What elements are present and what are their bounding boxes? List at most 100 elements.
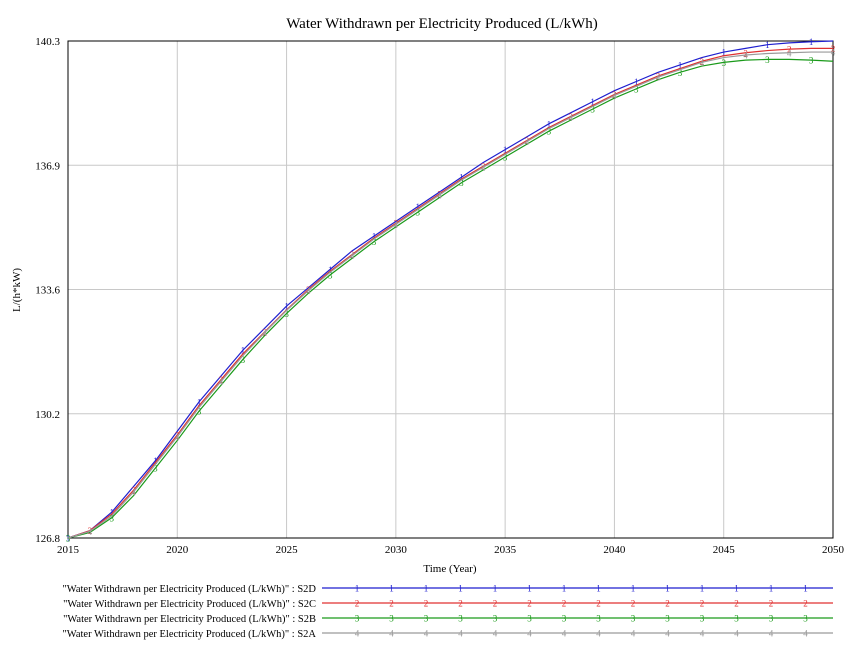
x-axis-label: Time (Year)	[423, 563, 477, 575]
legend-marker: 3	[631, 614, 636, 624]
legend-marker: 4	[562, 629, 567, 639]
legend-marker: 2	[734, 599, 739, 609]
series-marker: 4	[88, 527, 93, 537]
series-marker: 2	[743, 48, 748, 58]
series-marker: 2	[131, 486, 136, 496]
series-marker: 3	[153, 464, 158, 474]
legend-marker: 1	[734, 584, 739, 594]
series-marker: 3	[459, 178, 464, 188]
series-line	[67, 51, 833, 539]
legend-marker: 2	[493, 599, 498, 609]
series-marker: 4	[525, 137, 530, 147]
series-marker: 1	[809, 37, 814, 47]
series-line	[67, 58, 834, 539]
legend-marker: 3	[389, 614, 394, 624]
series-marker: 1	[459, 173, 464, 183]
legend-marker: 2	[355, 599, 360, 609]
series-marker: 3	[765, 55, 770, 65]
series-marker: 3	[721, 58, 726, 68]
legend-marker: 3	[562, 614, 567, 624]
legend-marker: 2	[803, 599, 808, 609]
series-marker: 4	[568, 113, 573, 123]
legend-marker: 2	[665, 599, 670, 609]
series-marker: 3	[415, 208, 420, 218]
legend-marker: 3	[493, 614, 498, 624]
series-marker: 3	[372, 237, 377, 247]
series-marker: 1	[590, 97, 595, 107]
series-marker: 1	[66, 534, 71, 544]
series-marker: 4	[656, 73, 661, 83]
legend-marker: 1	[493, 584, 498, 594]
series-marker: 4	[481, 163, 486, 173]
legend-marker: 4	[631, 629, 636, 639]
y-tick-label: 133.6	[35, 285, 60, 297]
series-marker: 1	[634, 77, 639, 87]
legend-marker: 4	[389, 629, 394, 639]
series-marker: 2	[175, 430, 180, 440]
x-tick-label: 2015	[57, 544, 80, 556]
legend-marker: 4	[769, 629, 774, 639]
legend-marker: 2	[700, 599, 705, 609]
series-marker: 1	[153, 456, 158, 466]
legend-marker: 3	[734, 614, 739, 624]
series-marker: 1	[372, 232, 377, 242]
series-marker: 1	[503, 145, 508, 155]
legend-label: "Water Withdrawn per Electricity Produce…	[63, 614, 316, 625]
legend-marker: 4	[458, 629, 463, 639]
legend-label: "Water Withdrawn per Electricity Produce…	[63, 599, 316, 610]
legend-marker: 2	[458, 599, 463, 609]
series-marker: 4	[787, 48, 792, 58]
y-tick-label: 136.9	[35, 160, 60, 172]
legend-marker: 4	[734, 629, 739, 639]
series-marker: 4	[175, 432, 180, 442]
series-marker: 4	[262, 328, 267, 338]
series-marker: 4	[394, 220, 399, 230]
series-marker: 4	[700, 58, 705, 68]
legend-marker: 4	[665, 629, 670, 639]
y-axis-label: L/(h*kW)	[11, 268, 23, 312]
tick-layer: 2015 2020 2025 2030 2035 2040 2045 2050 140.3 136…	[35, 36, 844, 556]
legend: "Water Withdrawn per Electricity Produce…	[63, 584, 833, 640]
series-marker: 1	[547, 119, 552, 129]
plot-frame	[67, 40, 834, 539]
legend-marker: 4	[355, 629, 360, 639]
x-tick-label: 2030	[385, 544, 408, 556]
legend-marker: 3	[803, 614, 808, 624]
legend-marker: 2	[527, 599, 532, 609]
legend-marker: 4	[424, 629, 429, 639]
legend-marker: 2	[769, 599, 774, 609]
series-line	[67, 47, 833, 539]
series-marker: 3	[328, 270, 333, 280]
legend-marker: 4	[700, 629, 705, 639]
series-marker: 3	[284, 309, 289, 319]
x-tick-label: 2050	[822, 544, 845, 556]
legend-marker: 1	[424, 584, 429, 594]
series-marker: 1	[284, 302, 289, 312]
legend-marker: 4	[527, 629, 532, 639]
grid-layer	[68, 41, 833, 538]
x-tick-label: 2020	[166, 544, 189, 556]
series-marker: 4	[612, 91, 617, 101]
legend-marker: 1	[631, 584, 636, 594]
legend-marker: 4	[596, 629, 601, 639]
legend-marker: 2	[631, 599, 636, 609]
legend-marker: 4	[803, 629, 808, 639]
series-marker: 3	[109, 513, 114, 523]
legend-label: "Water Withdrawn per Electricity Produce…	[63, 629, 317, 640]
series-marker: 1	[109, 508, 114, 518]
series-marker: 3	[547, 127, 552, 137]
y-tick-label: 130.2	[35, 409, 60, 421]
series-marker: 3	[634, 84, 639, 94]
series-marker: 3	[197, 406, 202, 416]
series-marker: 4	[743, 50, 748, 60]
series-marker: 3	[809, 56, 814, 66]
legend-marker: 1	[389, 584, 394, 594]
series-marker: 3	[503, 152, 508, 162]
x-tick-label: 2035	[494, 544, 517, 556]
legend-marker: 1	[769, 584, 774, 594]
series-marker: 4	[131, 487, 136, 497]
chart-title: Water Withdrawn per Electricity Produced…	[286, 16, 598, 32]
series-marker: 1	[241, 346, 246, 356]
legend-label: "Water Withdrawn per Electricity Produce…	[63, 584, 317, 595]
